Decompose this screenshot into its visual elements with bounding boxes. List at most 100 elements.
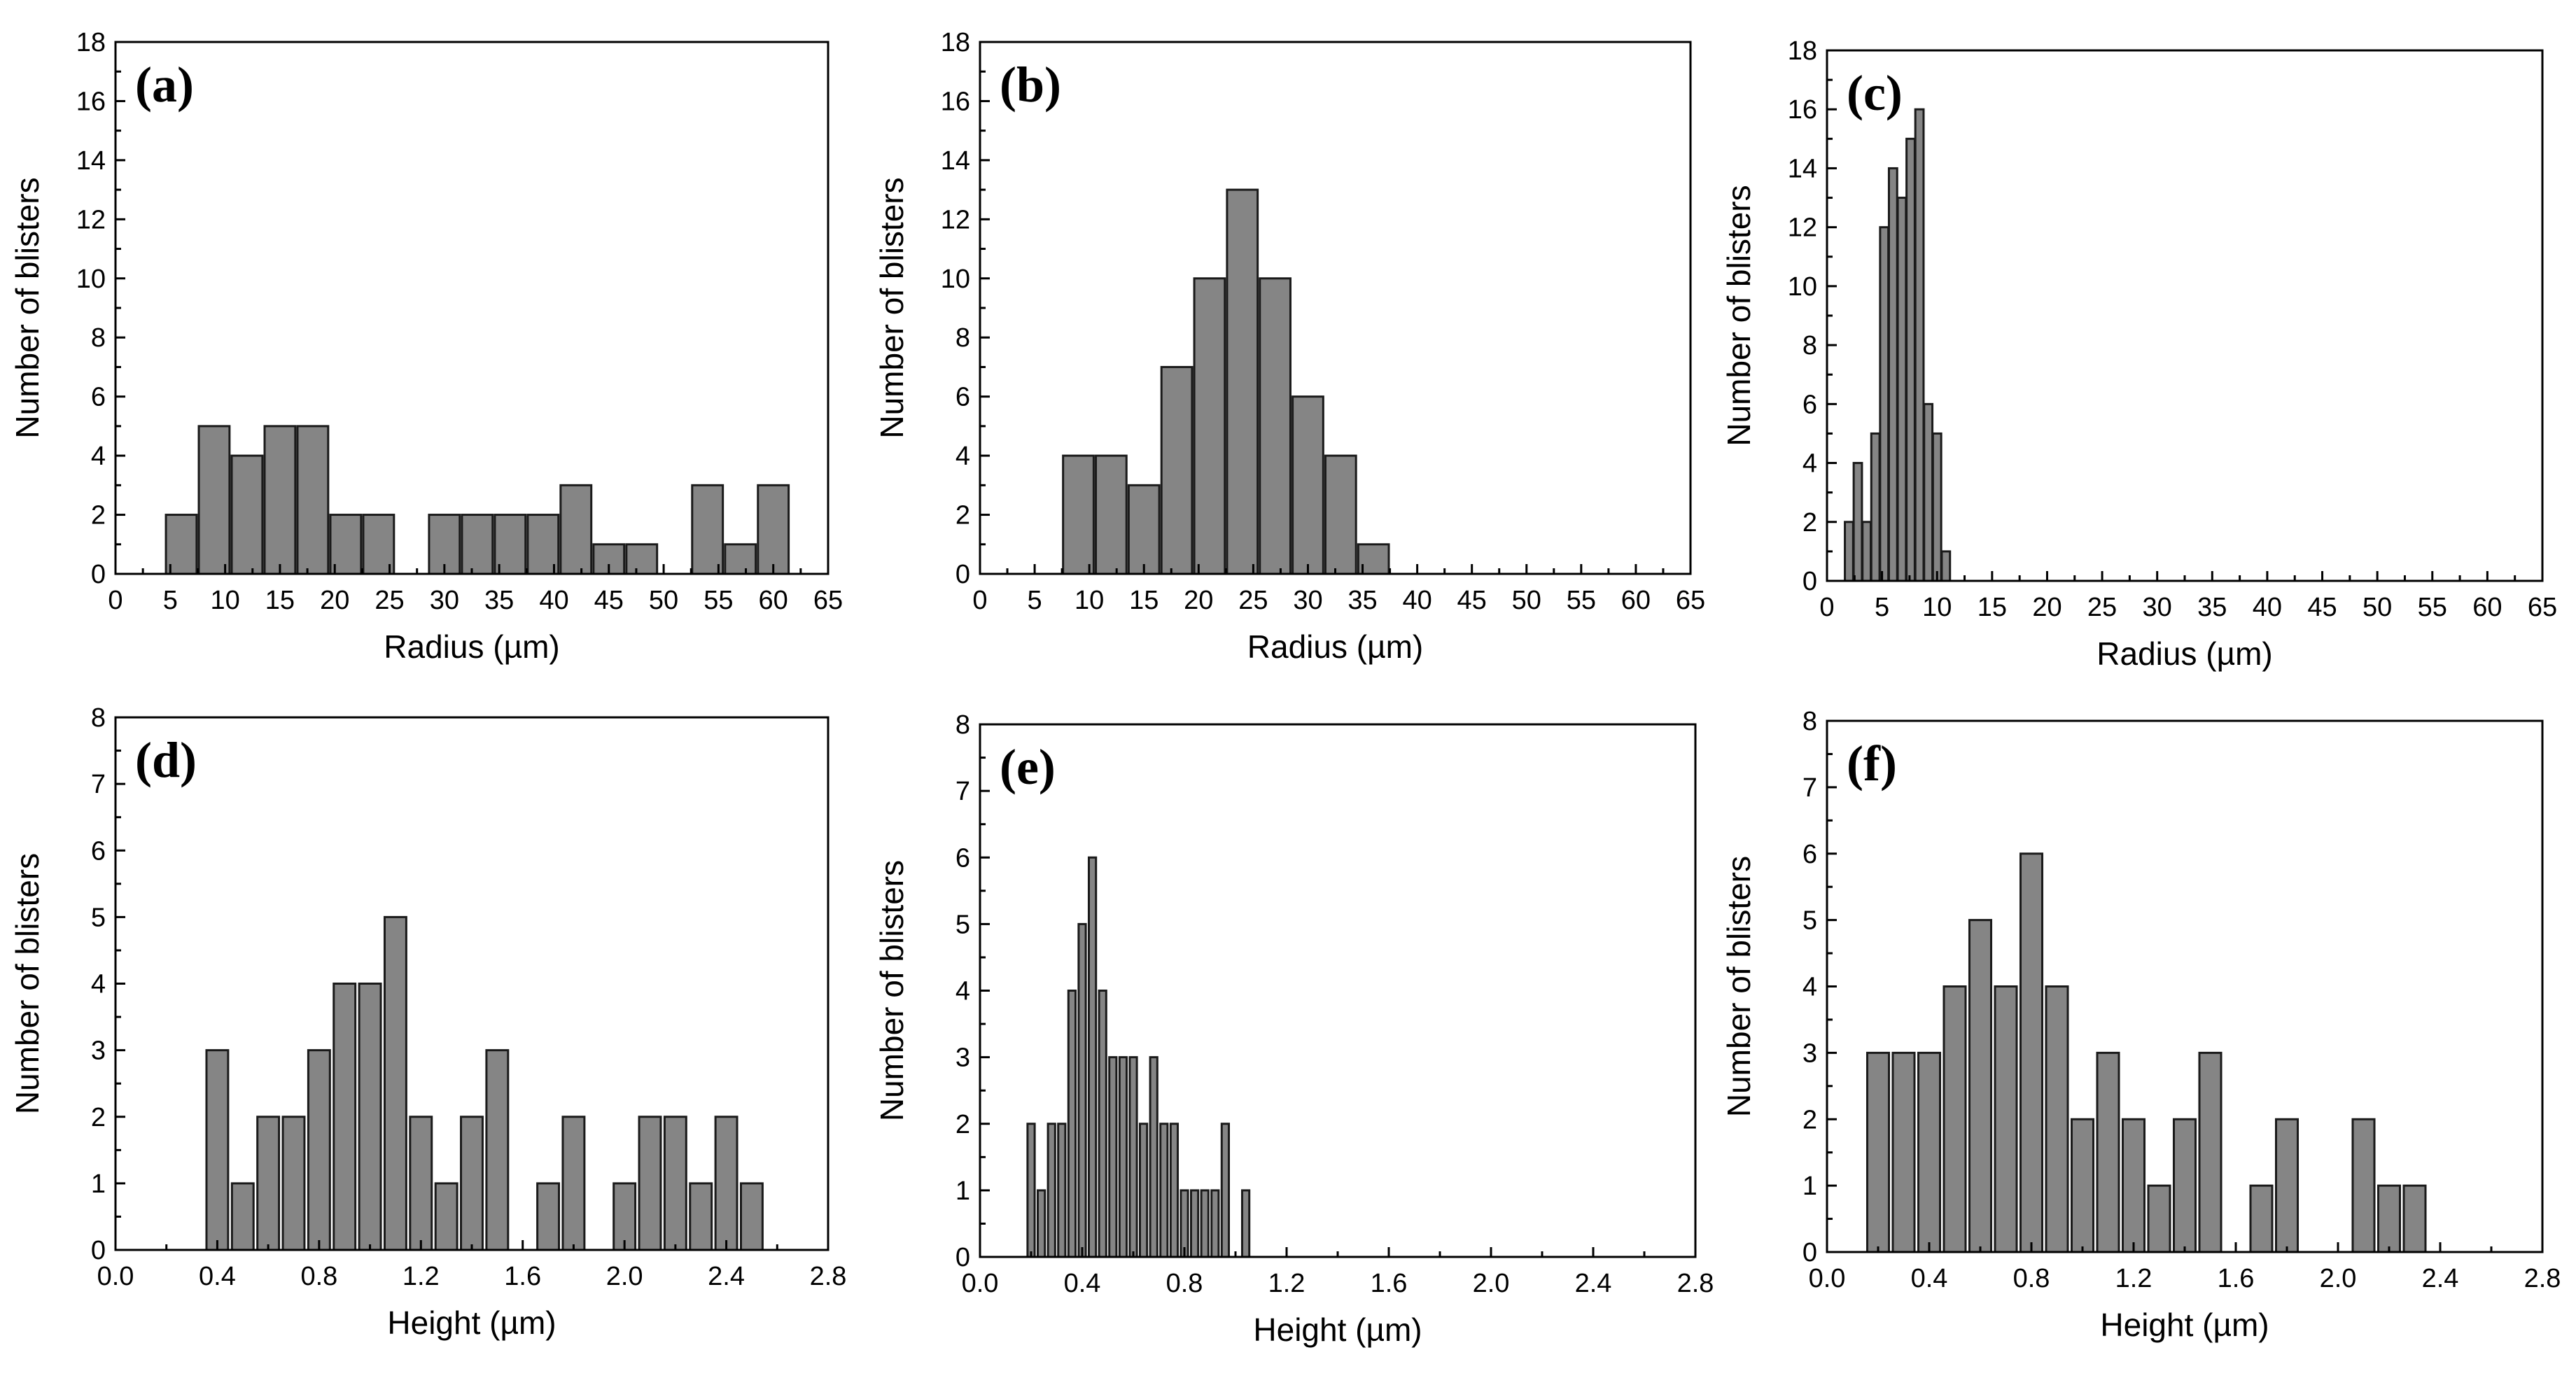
x-tick-label: 60 xyxy=(2472,593,2502,622)
x-axis-title: Height (µm) xyxy=(2100,1307,2269,1343)
x-tick-label: 20 xyxy=(1184,586,1213,615)
x-tick-label: 0.4 xyxy=(1911,1264,1948,1293)
y-tick-label: 12 xyxy=(76,205,106,234)
x-tick-label: 55 xyxy=(1567,586,1596,615)
y-tick-label: 8 xyxy=(955,323,970,353)
bar xyxy=(1200,1189,1210,1258)
y-tick-label: 4 xyxy=(1802,449,1817,479)
x-tick-label: 2.4 xyxy=(1575,1269,1612,1298)
bar xyxy=(1067,990,1077,1258)
bar xyxy=(2172,1118,2197,1253)
x-tick-label: 30 xyxy=(2143,593,2172,622)
y-tick-label: 7 xyxy=(955,777,970,806)
bar xyxy=(559,484,593,575)
y-tick-label: 10 xyxy=(1788,272,1817,302)
y-tick-label: 4 xyxy=(91,970,106,999)
bar xyxy=(1057,1123,1067,1258)
y-tick-label: 6 xyxy=(1802,390,1817,419)
bar xyxy=(296,425,330,575)
y-tick-label: 18 xyxy=(76,28,106,57)
bar xyxy=(625,543,659,575)
y-tick-label: 16 xyxy=(1788,95,1817,125)
y-tick-label: 0 xyxy=(91,1236,106,1265)
x-tick-label: 65 xyxy=(1676,586,1705,615)
bar xyxy=(2070,1118,2095,1253)
y-tick-label: 3 xyxy=(955,1043,970,1073)
bar xyxy=(230,454,264,575)
x-tick-label: 45 xyxy=(1457,586,1487,615)
bar xyxy=(205,1049,230,1251)
bar xyxy=(1077,922,1087,1258)
x-tick-label: 20 xyxy=(2032,593,2062,622)
y-tick-label: 3 xyxy=(1802,1039,1817,1068)
y-tick-label: 12 xyxy=(1788,213,1817,243)
x-axis-title: Radius (µm) xyxy=(1247,628,1423,665)
bar xyxy=(1870,432,1881,582)
y-tick-label: 6 xyxy=(955,843,970,873)
y-tick-label: 14 xyxy=(76,146,106,176)
bar xyxy=(1861,521,1872,582)
bar xyxy=(1905,137,1916,582)
y-tick-label: 0 xyxy=(955,560,970,589)
bar xyxy=(362,514,396,575)
x-tick-label: 15 xyxy=(1129,586,1158,615)
panel-label: (d) xyxy=(135,732,197,788)
bar xyxy=(1169,1123,1180,1258)
bar xyxy=(638,1116,662,1251)
bar xyxy=(1887,167,1898,582)
x-tick-label: 0 xyxy=(108,586,122,615)
y-tick-label: 14 xyxy=(1788,154,1817,183)
x-tick-label: 2.0 xyxy=(1473,1269,1510,1298)
panel-c: 0 5 10 15 20 25 30 35 40 45 50 55 60 65 0 2 4 6 8 10 12 14 16 1… xyxy=(1721,36,2557,672)
bar xyxy=(1036,1189,1046,1258)
bar xyxy=(383,915,407,1251)
x-tick-label: 1.2 xyxy=(2115,1264,2152,1293)
bar xyxy=(2121,1118,2146,1253)
x-tick-label: 10 xyxy=(1074,586,1104,615)
bar xyxy=(1128,1056,1138,1258)
bar xyxy=(1210,1189,1220,1258)
bar xyxy=(1127,484,1161,575)
y-tick-label: 1 xyxy=(1802,1172,1817,1201)
bar xyxy=(1292,395,1324,575)
y-tick-label: 2 xyxy=(91,501,106,530)
x-tick-label: 35 xyxy=(484,586,514,615)
x-tick-label: 20 xyxy=(320,586,349,615)
panel-label: (a) xyxy=(135,57,194,113)
bar xyxy=(2147,1184,2171,1253)
y-tick-label: 0 xyxy=(1802,1238,1817,1267)
bar xyxy=(757,484,790,575)
bar xyxy=(493,514,527,575)
x-tick-label: 10 xyxy=(210,586,239,615)
bar xyxy=(2019,852,2044,1253)
bar xyxy=(1844,521,1854,582)
bar xyxy=(714,1116,738,1251)
bar xyxy=(1923,402,1934,582)
bar xyxy=(1226,188,1259,575)
bar xyxy=(1159,1123,1169,1258)
bar xyxy=(2096,1051,2120,1253)
x-tick-label: 1.2 xyxy=(402,1262,440,1291)
y-tick-label: 1 xyxy=(91,1169,106,1199)
bar xyxy=(460,1116,484,1251)
bar xyxy=(1046,1123,1056,1258)
y-tick-label: 4 xyxy=(1802,973,1817,1002)
y-tick-label: 18 xyxy=(941,28,970,57)
bar xyxy=(2402,1184,2427,1253)
bar xyxy=(2249,1184,2274,1253)
bar xyxy=(1942,985,1967,1253)
x-tick-label: 2.0 xyxy=(2320,1264,2357,1293)
y-tick-label: 18 xyxy=(1788,36,1817,66)
x-tick-label: 5 xyxy=(1875,593,1889,622)
x-tick-label: 55 xyxy=(2418,593,2447,622)
bar xyxy=(1240,1189,1251,1258)
x-tick-label: 0 xyxy=(972,586,987,615)
bar xyxy=(612,1182,637,1251)
x-tick-label: 30 xyxy=(1293,586,1322,615)
x-tick-label: 1.6 xyxy=(2218,1264,2255,1293)
bar xyxy=(409,1116,433,1251)
bar xyxy=(1891,1051,1916,1253)
x-tick-label: 0.0 xyxy=(97,1262,134,1291)
x-tick-label: 55 xyxy=(704,586,733,615)
